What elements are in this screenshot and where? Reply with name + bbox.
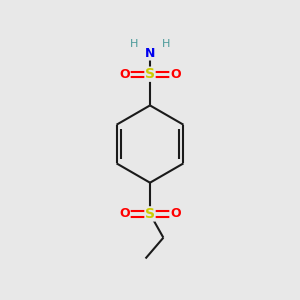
Text: O: O bbox=[119, 68, 130, 81]
Text: O: O bbox=[119, 207, 130, 220]
Text: O: O bbox=[170, 207, 181, 220]
Text: S: S bbox=[145, 207, 155, 221]
Text: S: S bbox=[145, 67, 155, 81]
Text: H: H bbox=[162, 40, 170, 50]
Text: H: H bbox=[130, 40, 138, 50]
Text: N: N bbox=[145, 47, 155, 60]
Text: O: O bbox=[170, 68, 181, 81]
